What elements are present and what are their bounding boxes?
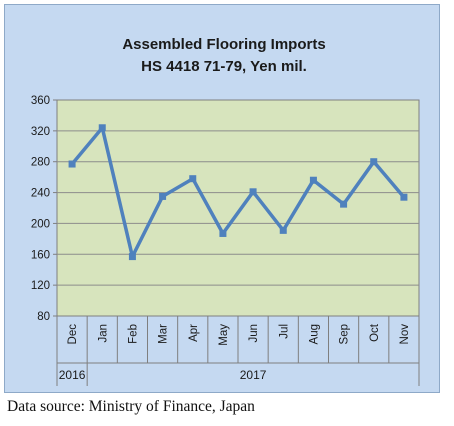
year-label: 2016 (59, 368, 86, 382)
year-label: 2017 (240, 368, 267, 382)
x-axis-ticks: Dec Jan Feb Mar Apr May Jun Jul Aug Sep Oct Nov (56, 316, 420, 363)
data-point (370, 158, 378, 166)
chart-frame: Assembled Flooring Imports HS 4418 71-79… (4, 4, 440, 393)
x-tick-label: Mar (158, 324, 170, 344)
y-tick-label: 320 (31, 126, 50, 138)
x-tick-label: Dec (67, 324, 79, 345)
data-point (309, 176, 317, 184)
data-point (249, 188, 257, 196)
series-line (70, 126, 406, 259)
x-tick-label: Feb (127, 324, 139, 344)
plot-area (56, 99, 420, 317)
x-tick-label: Nov (399, 324, 411, 345)
x-tick-label: Aug (308, 324, 320, 344)
x-tick-label: Jun (248, 324, 260, 343)
y-tick-label: 80 (37, 311, 50, 323)
data-point (159, 192, 167, 200)
y-tick-label: 240 (31, 188, 50, 200)
x-tick-label: Jul (278, 324, 290, 339)
data-point (279, 226, 287, 234)
data-point (189, 175, 197, 183)
chart-subtitle: HS 4418 71-79, Yen mil. (141, 58, 307, 75)
y-tick-label: 360 (31, 95, 50, 107)
x-tick-label: May (218, 324, 230, 346)
data-point (340, 200, 348, 208)
chart-title: Assembled Flooring Imports (122, 36, 325, 53)
x-tick-label: Oct (369, 323, 381, 342)
data-point (219, 229, 227, 237)
y-tick-label: 160 (31, 249, 50, 261)
data-point (98, 124, 106, 132)
data-point (400, 193, 408, 201)
line-chart: Assembled Flooring Imports HS 4418 71-79… (31, 36, 420, 386)
x-tick-label: Sep (339, 324, 351, 344)
y-tick-label: 120 (31, 280, 50, 292)
data-point (68, 160, 76, 168)
y-axis-ticks: 80 120 160 200 240 280 320 360 (31, 95, 57, 323)
y-tick-label: 200 (31, 218, 50, 230)
y-tick-label: 280 (31, 157, 50, 169)
data-point (128, 253, 136, 261)
source-note: Data source: Ministry of Finance, Japan (7, 398, 255, 415)
x-tick-label: Jan (97, 324, 109, 343)
data-points (68, 124, 408, 261)
year-group-axis: 2016 2017 (56, 362, 420, 386)
x-tick-label: Apr (188, 324, 200, 342)
